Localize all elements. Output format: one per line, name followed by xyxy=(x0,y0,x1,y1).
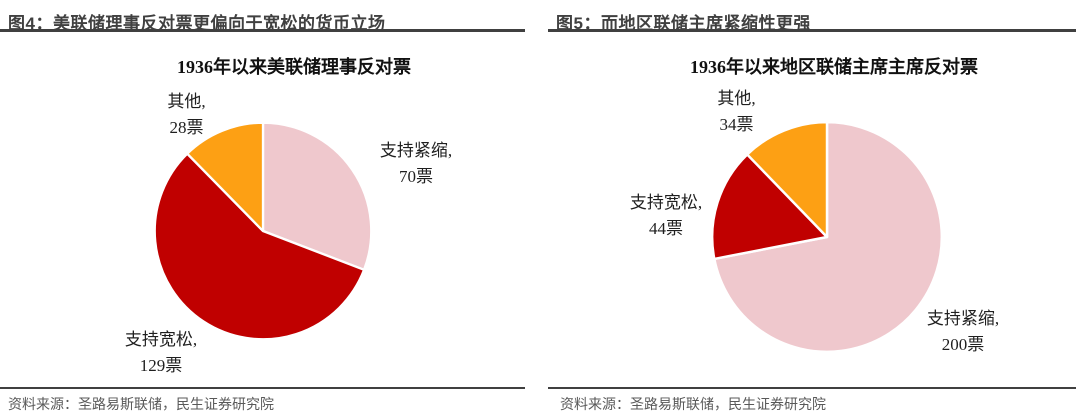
slice-label-easing: 支持宽松, 44票 xyxy=(616,190,716,242)
figure-4-footer-rule xyxy=(0,387,525,389)
figure-5-chart-title: 1936年以来地区联储主席主席反对票 xyxy=(690,57,978,77)
slice-label-name: 支持宽松, xyxy=(124,330,198,349)
figure-5-source: 资料来源：圣路易斯联储，民生证券研究院 xyxy=(560,396,826,412)
slice-label-value: 129票 xyxy=(139,356,183,375)
pie-slice-other xyxy=(186,121,265,233)
figure-5-footer-rule xyxy=(548,387,1076,389)
slice-label-name: 支持紧缩, xyxy=(379,141,453,160)
pie-slice-easing xyxy=(711,153,829,261)
slice-label-other: 其他, 34票 xyxy=(694,86,779,138)
slice-label-name: 支持紧缩, xyxy=(926,309,1000,328)
slice-label-name: 其他, xyxy=(717,89,756,108)
figure-5-header: 图5：而地区联储主席紧缩性更强 xyxy=(556,14,811,33)
figure-4-source: 资料来源：圣路易斯联储，民生证券研究院 xyxy=(8,396,274,412)
slice-label-value: 200票 xyxy=(941,335,985,354)
slice-label-other: 其他, 28票 xyxy=(144,89,229,141)
slice-label-name: 支持宽松, xyxy=(629,193,703,212)
figure-4-header-rule xyxy=(0,29,525,32)
figure-4: 图4：美联储理事反对票更偏向于宽松的货币立场 1936年以来美联储理事反对票 其… xyxy=(0,0,525,417)
slice-label-value: 44票 xyxy=(649,219,683,238)
pie-slice-easing xyxy=(153,152,366,341)
slice-label-tighten: 支持紧缩, 70票 xyxy=(360,138,472,190)
slice-label-tighten: 支持紧缩, 200票 xyxy=(904,306,1022,358)
pie-chart-governors xyxy=(153,121,373,341)
pie-slice-other xyxy=(745,120,829,239)
figure-5-header-rule xyxy=(548,29,1076,32)
pie-slice-tighten xyxy=(261,121,373,271)
slice-label-value: 34票 xyxy=(719,115,754,134)
slice-label-easing: 支持宽松, 129票 xyxy=(112,327,210,379)
slice-label-value: 28票 xyxy=(169,118,204,137)
pie-chart-presidents xyxy=(711,120,943,354)
slice-label-value: 70票 xyxy=(399,167,433,186)
slice-label-name: 其他, xyxy=(167,92,206,111)
figure-4-chart-title: 1936年以来美联储理事反对票 xyxy=(177,57,411,77)
figure-5: 图5：而地区联储主席紧缩性更强 1936年以来地区联储主席主席反对票 其他, 3… xyxy=(548,0,1076,417)
figure-4-header: 图4：美联储理事反对票更偏向于宽松的货币立场 xyxy=(8,14,386,33)
